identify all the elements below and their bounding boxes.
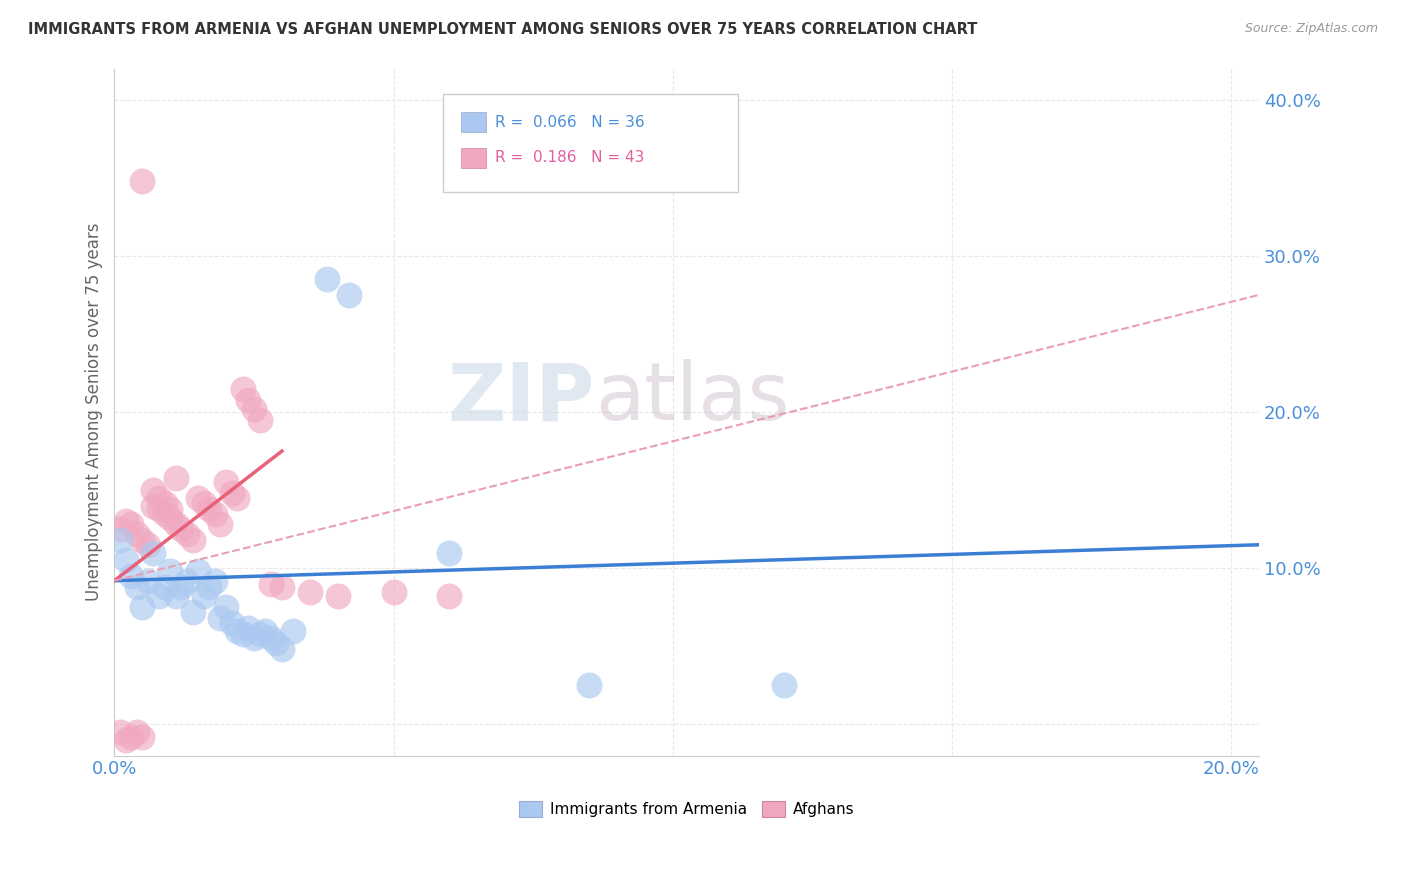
Point (165, 517, 187, 532)
Point (148, 491, 170, 505)
Text: ZIP: ZIP (449, 359, 595, 437)
Point (315, 272, 337, 286)
Point (170, 580, 193, 594)
Point (114, 553, 136, 567)
Point (176, 526, 198, 541)
Point (142, 499, 165, 513)
Point (114, 733, 136, 747)
Point (165, 589, 187, 603)
Point (204, 507, 226, 521)
Legend: Immigrants from Armenia, Afghans: Immigrants from Armenia, Afghans (513, 796, 860, 823)
Point (120, 569, 142, 583)
Text: Source: ZipAtlas.com: Source: ZipAtlas.com (1244, 22, 1378, 36)
Point (243, 401, 266, 416)
Point (125, 580, 148, 594)
Point (181, 533, 204, 547)
Point (181, 605, 204, 619)
Point (260, 576, 283, 591)
Point (337, 288, 360, 302)
Point (204, 574, 226, 588)
Point (108, 725, 131, 739)
Point (142, 545, 165, 559)
Point (249, 413, 271, 427)
Point (221, 615, 243, 630)
Point (187, 491, 209, 505)
Point (439, 589, 461, 603)
Point (114, 514, 136, 528)
Point (232, 382, 254, 396)
Point (170, 522, 193, 536)
Point (131, 600, 153, 615)
Point (159, 511, 181, 525)
Point (271, 642, 294, 657)
Point (165, 470, 187, 484)
Point (198, 580, 221, 594)
Point (176, 574, 198, 588)
Point (108, 533, 131, 547)
Point (136, 574, 159, 588)
Point (148, 501, 170, 516)
Point (159, 564, 181, 578)
Point (125, 526, 148, 541)
Y-axis label: Unemployment Among Seniors over 75 years: Unemployment Among Seniors over 75 years (86, 223, 103, 601)
Point (439, 545, 461, 559)
Point (232, 627, 254, 641)
Point (120, 517, 142, 532)
Point (326, 589, 349, 603)
Point (773, 678, 796, 692)
Point (108, 522, 131, 536)
Point (260, 632, 283, 646)
Point (187, 564, 209, 578)
Point (243, 632, 266, 646)
Point (382, 584, 405, 599)
Point (221, 486, 243, 500)
Point (142, 483, 165, 497)
Point (209, 517, 232, 532)
Point (238, 392, 260, 407)
Text: R =  0.066   N = 36: R = 0.066 N = 36 (495, 115, 644, 129)
Point (159, 501, 181, 516)
Text: IMMIGRANTS FROM ARMENIA VS AFGHAN UNEMPLOYMENT AMONG SENIORS OVER 75 YEARS CORRE: IMMIGRANTS FROM ARMENIA VS AFGHAN UNEMPL… (28, 22, 977, 37)
Point (249, 627, 271, 641)
Point (153, 580, 176, 594)
Point (198, 501, 221, 516)
Point (226, 491, 249, 505)
Text: atlas: atlas (595, 359, 790, 437)
Point (131, 533, 153, 547)
Point (120, 730, 142, 744)
Text: R =  0.186   N = 43: R = 0.186 N = 43 (495, 151, 644, 165)
Point (153, 507, 176, 521)
Point (271, 580, 294, 594)
Point (238, 621, 260, 635)
Point (131, 174, 153, 188)
Point (136, 538, 159, 552)
Point (131, 730, 153, 744)
Point (298, 584, 321, 599)
Point (209, 611, 232, 625)
Point (193, 495, 215, 509)
Point (193, 589, 215, 603)
Point (148, 589, 170, 603)
Point (215, 600, 238, 615)
Point (226, 624, 249, 638)
Point (254, 624, 277, 638)
Point (125, 725, 148, 739)
Point (578, 678, 600, 692)
Point (281, 624, 304, 638)
Point (215, 475, 238, 490)
Point (266, 636, 288, 650)
Point (153, 495, 176, 509)
